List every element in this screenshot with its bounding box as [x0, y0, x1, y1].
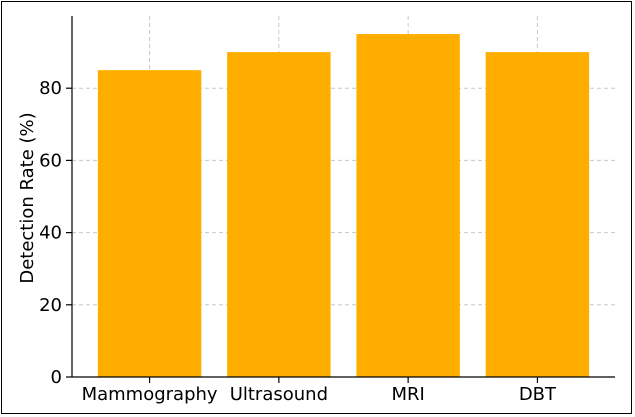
x-tick-label: MRI — [391, 384, 424, 405]
bar-dbt — [485, 52, 590, 377]
x-tick-label: DBT — [519, 384, 557, 405]
label-layer: 0 20 40 60 80 Mammography Ultrasound MRI DBT — [39, 78, 557, 405]
bar-mri — [356, 34, 460, 378]
x-tick-label: Ultrasound — [230, 384, 328, 405]
axis-layer — [66, 16, 615, 383]
y-tick-label: 60 — [39, 150, 62, 171]
bar-mammography — [97, 70, 202, 378]
y-tick-label: 20 — [39, 295, 62, 316]
y-tick-label: 80 — [39, 78, 62, 99]
bar-layer — [97, 34, 590, 378]
y-tick-label: 40 — [39, 223, 62, 244]
y-axis-label: Detection Rate (%) — [17, 112, 38, 283]
bar-ultrasound — [227, 52, 331, 377]
x-tick-label: Mammography — [82, 384, 218, 405]
y-tick-label: 0 — [51, 367, 62, 388]
